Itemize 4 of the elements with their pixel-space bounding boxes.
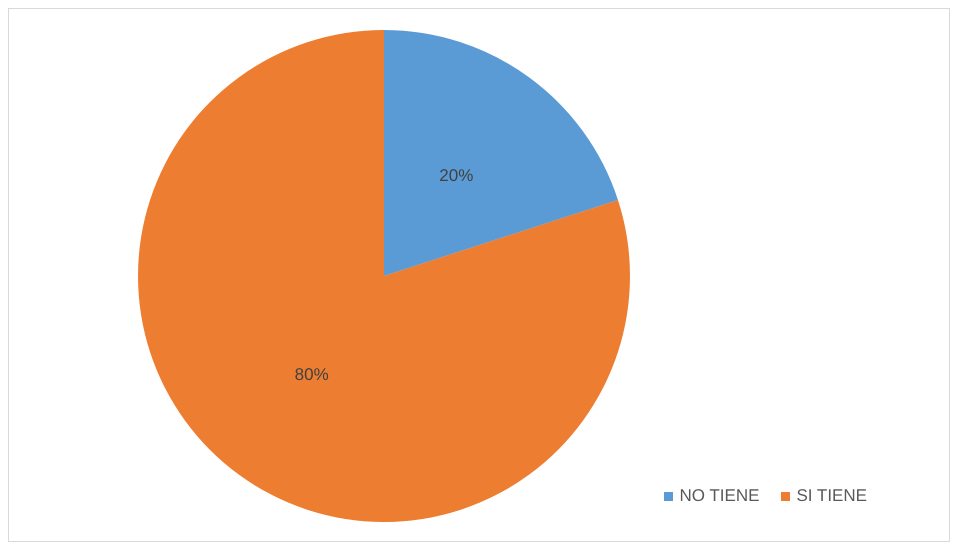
legend-label: NO TIENE xyxy=(679,486,760,506)
data-label: 20% xyxy=(439,166,474,186)
data-label: 80% xyxy=(294,365,329,384)
legend-label: SI TIENE xyxy=(796,486,867,506)
